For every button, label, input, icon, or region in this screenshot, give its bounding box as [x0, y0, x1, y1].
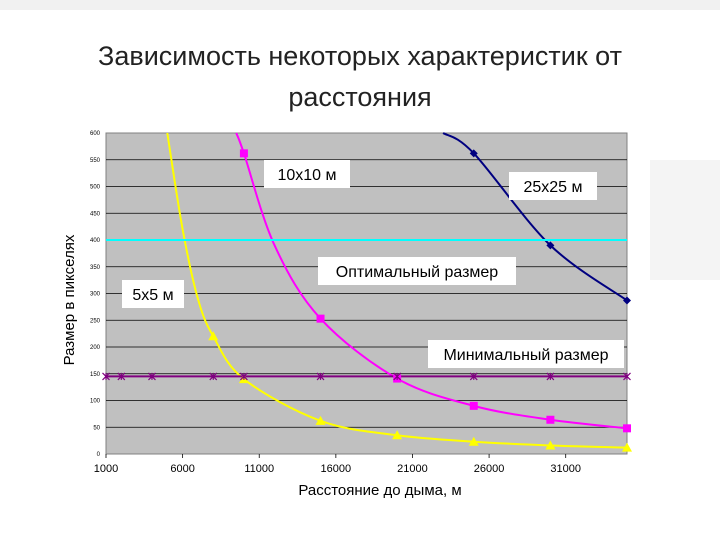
y-tick-label: 600: [90, 131, 101, 137]
y-axis-label: Размер в пикселях: [61, 234, 78, 365]
background-stripe: [650, 160, 720, 280]
x-tick-label: 6000: [170, 463, 194, 475]
series-label-box: [318, 257, 516, 285]
x-tick-label: 21000: [397, 463, 428, 475]
x-tick-label: 1000: [94, 463, 118, 475]
data-point-diamond: [623, 296, 631, 305]
slide-title-line1: Зависимость некоторых характеристик от: [98, 41, 622, 71]
series-label-box: [509, 172, 597, 200]
series-label-box: [122, 280, 184, 308]
y-axis: 0 50 100 150 200 250 300 350 400 450 500 550 600: [90, 131, 101, 458]
x-tick-label: 16000: [321, 463, 352, 475]
series-labels: 10x10 м 25x25 м Оптимальный размер 5x5 м Мин…: [122, 160, 624, 368]
x-tick-label: 26000: [474, 463, 505, 475]
y-tick-label: 550: [90, 158, 101, 164]
series-label-box: [428, 340, 624, 368]
data-point-square: [316, 314, 325, 323]
y-tick-label: 0: [97, 452, 101, 458]
data-point-star: [102, 372, 110, 381]
x-axis: 1000 6000 11000 16000 21000 26000 31000: [94, 454, 581, 475]
data-point-square: [239, 149, 248, 158]
data-point-triangle: [208, 331, 219, 341]
series-markers: [102, 149, 632, 452]
data-point-star: [209, 372, 218, 381]
data-point-star: [148, 372, 156, 381]
y-tick-label: 150: [90, 372, 101, 378]
y-tick-label: 500: [90, 185, 101, 191]
data-point-triangle: [468, 436, 479, 446]
y-tick-label: 50: [93, 425, 100, 431]
data-point-diamond: [469, 149, 478, 158]
data-point-star: [469, 372, 478, 381]
series-lines: [106, 132, 628, 449]
background-stripe: [0, 0, 720, 10]
data-point-star: [239, 372, 248, 381]
data-point-triangle: [545, 440, 556, 450]
series-label: 25x25 м: [523, 179, 582, 196]
data-point-square: [469, 401, 478, 410]
y-tick-label: 200: [90, 345, 101, 351]
series-label: 5x5 м: [132, 287, 173, 304]
series-line-2: [442, 132, 628, 302]
data-point-triangle: [622, 442, 632, 452]
x-tick-label: 31000: [550, 463, 581, 475]
y-tick-label: 450: [90, 211, 101, 217]
slide-title: Зависимость некоторых характеристик от р…: [40, 36, 680, 118]
slide-title-line2: расстояния: [288, 82, 432, 112]
data-point-star: [546, 372, 555, 381]
x-axis-label: Расстояние до дыма, м: [298, 482, 461, 499]
data-point-diamond: [546, 241, 555, 250]
series-label: 10x10 м: [277, 167, 336, 184]
data-point-square: [546, 415, 555, 424]
data-point-star: [393, 372, 402, 381]
data-point-star: [117, 372, 126, 381]
y-tick-label: 300: [90, 292, 101, 298]
y-tick-label: 400: [90, 238, 101, 244]
y-tick-label: 100: [90, 399, 101, 405]
series-label: Оптимальный размер: [336, 264, 499, 281]
y-tick-label: 250: [90, 318, 101, 324]
series-label: Минимальный размер: [443, 347, 608, 364]
data-point-square: [623, 424, 631, 433]
x-tick-label: 11000: [244, 463, 274, 475]
series-line-0: [166, 132, 628, 449]
data-point-star: [316, 372, 325, 381]
data-point-triangle: [315, 415, 326, 425]
data-point-triangle: [392, 430, 403, 440]
series-line-1: [235, 132, 628, 430]
series-label-box: [264, 160, 350, 188]
y-tick-label: 350: [90, 265, 101, 271]
data-point-star: [623, 372, 631, 381]
